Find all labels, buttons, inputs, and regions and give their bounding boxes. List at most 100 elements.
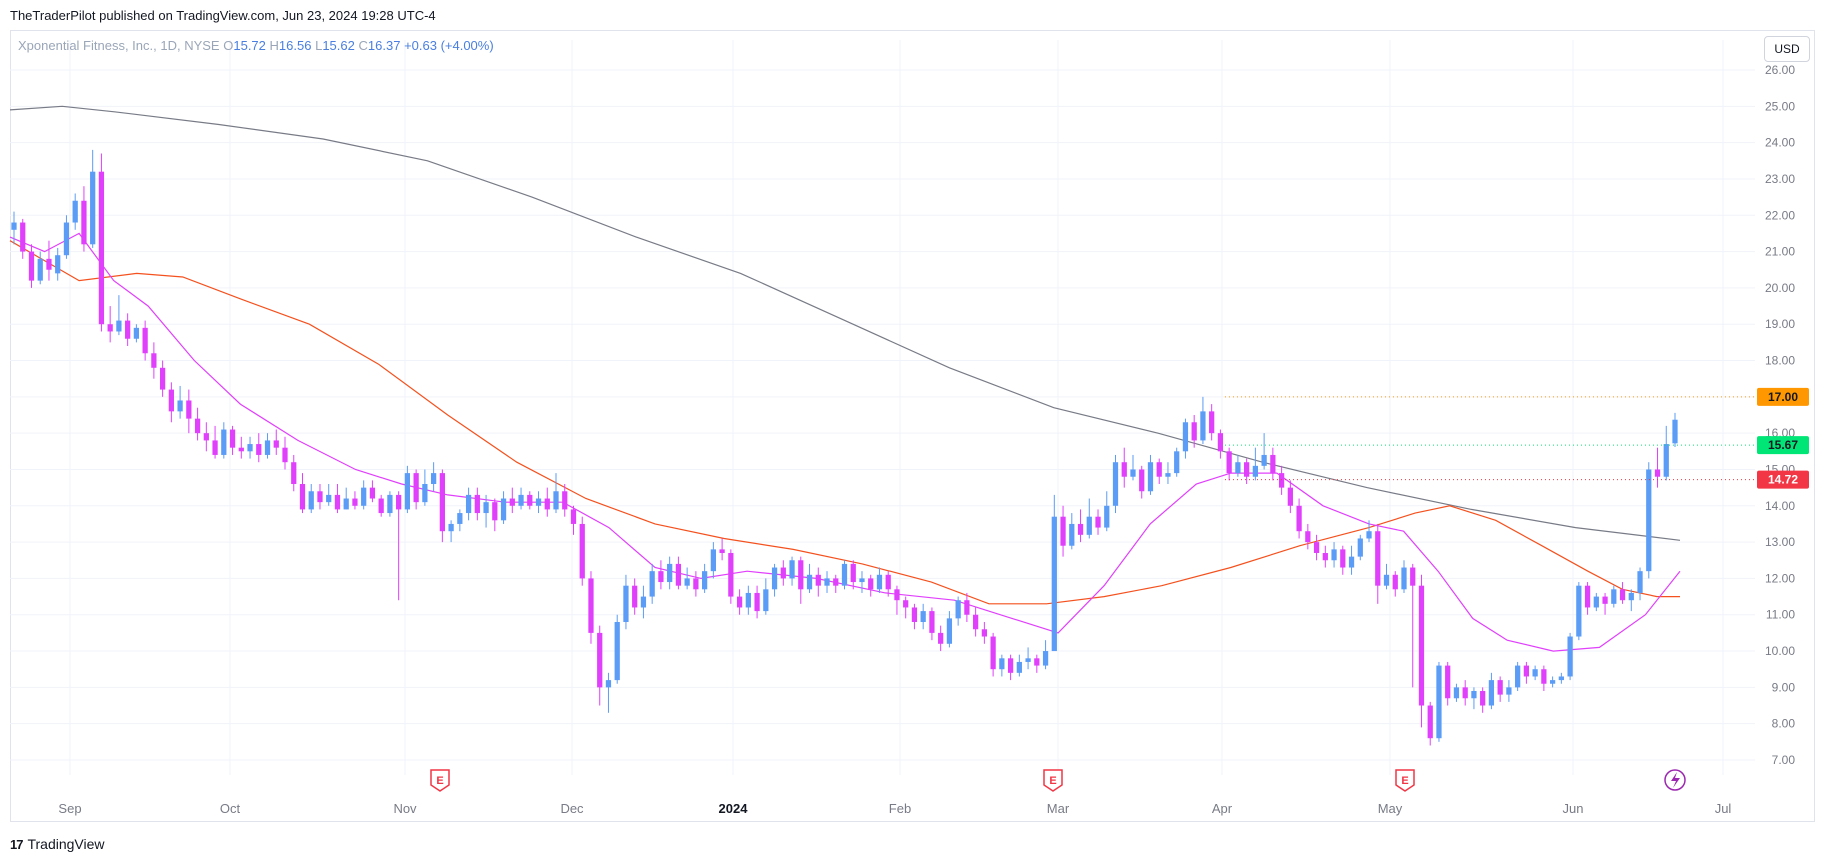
y-tick-label: 8.00 — [1772, 717, 1796, 731]
candle — [623, 574, 629, 630]
candle — [946, 611, 953, 648]
candle — [247, 436, 253, 459]
price-tag-label: 14.72 — [1768, 473, 1798, 487]
candle — [387, 491, 393, 517]
candle — [159, 360, 166, 397]
candle — [1549, 676, 1556, 688]
candle — [1025, 647, 1031, 670]
candle — [806, 563, 813, 593]
change-value: +0.63 (+4.00%) — [404, 38, 494, 53]
candle — [911, 603, 918, 630]
candle — [868, 574, 874, 597]
x-tick-label: Jul — [1715, 801, 1732, 816]
chart-frame — [10, 30, 1815, 822]
candle — [474, 487, 480, 521]
candle — [1252, 447, 1259, 481]
candle — [168, 382, 174, 423]
symbol-legend: Xponential Fitness, Inc., 1D, NYSE O15.7… — [18, 38, 494, 53]
candle — [1340, 545, 1346, 575]
y-tick-label: 10.00 — [1765, 644, 1795, 658]
candle — [1383, 563, 1390, 590]
candle — [133, 324, 140, 343]
candle — [1313, 534, 1320, 561]
candle — [1261, 433, 1267, 470]
candle — [177, 385, 183, 419]
y-tick-label: 21.00 — [1765, 245, 1795, 259]
candle — [1427, 701, 1433, 746]
candle — [492, 498, 498, 532]
candle — [1112, 454, 1119, 514]
candle — [535, 491, 542, 514]
low-label: L — [315, 38, 323, 53]
candle — [693, 571, 699, 597]
high-label: H — [269, 38, 279, 53]
candle — [1060, 505, 1066, 557]
y-tick-label: 18.00 — [1765, 354, 1795, 368]
candle — [684, 567, 690, 590]
price-tag: 14.72 — [1757, 470, 1809, 489]
candle — [483, 494, 489, 528]
candle — [562, 484, 568, 517]
candle — [981, 622, 987, 644]
candle — [815, 567, 821, 597]
candle — [1672, 412, 1678, 447]
candle — [745, 585, 751, 615]
candle — [1016, 654, 1022, 677]
x-tick-label: 2024 — [719, 801, 749, 816]
candle — [1244, 458, 1250, 484]
candle — [212, 425, 218, 459]
earnings-marker-icon: E — [1395, 769, 1415, 792]
price-tag: 15.67 — [1757, 436, 1809, 455]
candle — [763, 578, 769, 615]
candle — [90, 149, 96, 248]
y-tick-label: 9.00 — [1772, 680, 1796, 694]
y-tick-label: 25.00 — [1765, 99, 1795, 113]
candle — [1174, 447, 1180, 477]
open-value: 15.72 — [233, 38, 266, 53]
candle — [1541, 665, 1547, 691]
candle — [1506, 680, 1512, 702]
candle — [938, 625, 944, 652]
candle — [500, 491, 507, 524]
candles-layer — [11, 149, 1678, 746]
candle — [1086, 498, 1092, 539]
candle — [1515, 661, 1521, 691]
candle — [1305, 523, 1311, 550]
x-tick-label: May — [1378, 801, 1403, 816]
candle — [1235, 454, 1241, 477]
candle — [780, 560, 786, 586]
x-tick-label: Feb — [889, 801, 911, 816]
open-label: O — [223, 38, 234, 53]
candle — [1296, 498, 1302, 539]
currency-button[interactable]: USD — [1764, 36, 1810, 62]
candle — [1077, 509, 1084, 543]
x-tick-label: Nov — [393, 801, 417, 816]
candle — [1558, 672, 1564, 684]
earnings-marker-icon: E — [1043, 769, 1063, 792]
candle — [151, 342, 157, 379]
candle — [964, 592, 970, 622]
tradingview-brand[interactable]: 17 TradingView — [10, 836, 105, 852]
candle — [605, 672, 612, 713]
earnings-marker-label: E — [1401, 775, 1408, 787]
candle — [876, 567, 883, 593]
candle — [570, 505, 577, 535]
candle — [1567, 632, 1573, 681]
candle — [1418, 574, 1425, 728]
candle — [719, 538, 725, 561]
candle — [1147, 454, 1154, 495]
candle — [1532, 665, 1538, 681]
candle — [710, 542, 716, 579]
y-tick-label: 24.00 — [1765, 136, 1795, 150]
candle — [1209, 404, 1215, 441]
candle — [20, 218, 26, 259]
low-value: 15.62 — [322, 38, 355, 53]
candle — [885, 571, 891, 597]
candle — [1392, 571, 1398, 597]
candle — [1436, 661, 1442, 742]
candle — [1462, 680, 1468, 706]
candle — [46, 240, 52, 281]
candle — [430, 462, 437, 492]
candle — [1278, 465, 1285, 495]
